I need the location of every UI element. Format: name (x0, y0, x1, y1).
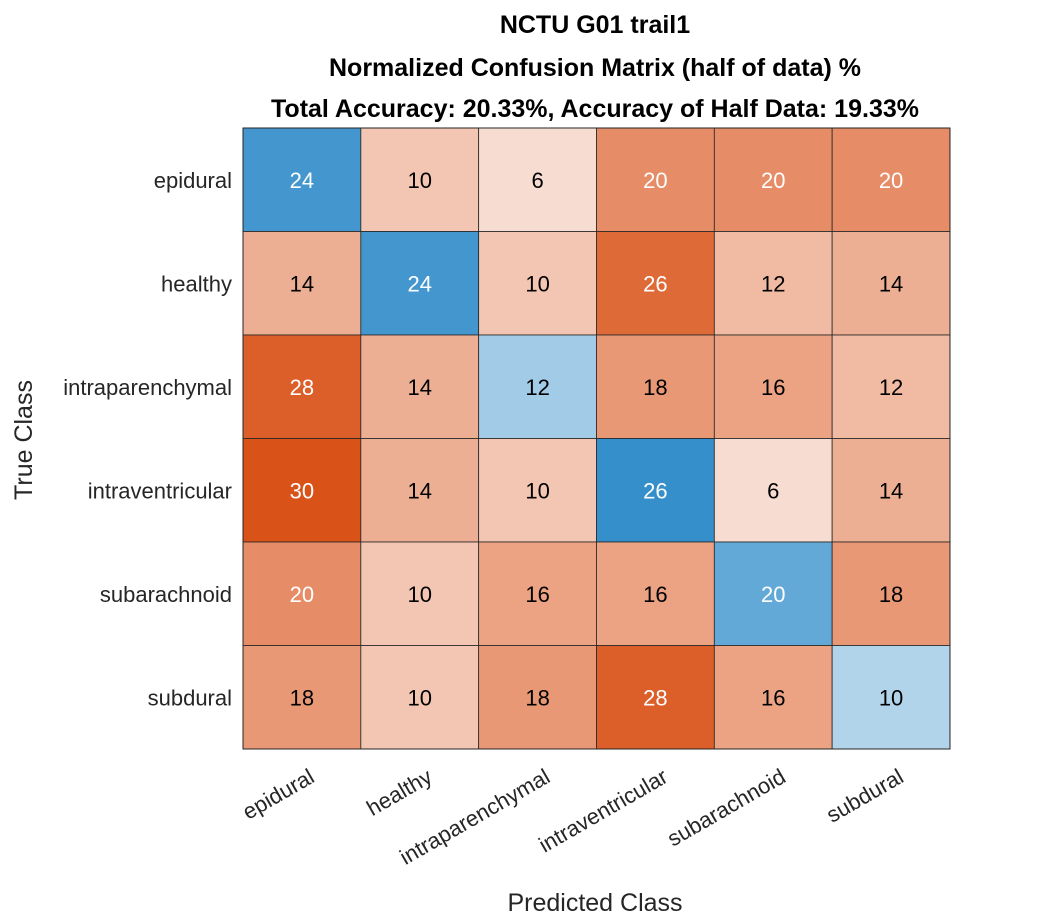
x-axis-label: Predicted Class (507, 889, 682, 917)
matrix-cell-value: 30 (290, 478, 314, 503)
matrix-cell (596, 438, 715, 543)
matrix-cell (242, 438, 362, 543)
matrix-cell-value: 10 (408, 685, 432, 710)
column-tick-label: epidural (238, 764, 318, 825)
chart-title-line-3: Total Accuracy: 20.33%, Accuracy of Half… (271, 95, 919, 123)
matrix-cell (360, 231, 480, 336)
column-tick-labels: epidural healthyintraparenchymalintravent… (238, 764, 907, 870)
column-tick-label: intraventricular (534, 764, 671, 858)
matrix-cell (242, 541, 362, 646)
matrix-cell-value: 26 (643, 478, 667, 503)
matrix-cell-value: 24 (290, 168, 314, 193)
matrix-cell-value: 14 (879, 271, 903, 296)
matrix-cell (596, 231, 715, 336)
matrix-cell-value: 12 (525, 375, 549, 400)
matrix-cell-value: 14 (290, 271, 314, 296)
matrix-cell-value: 16 (761, 685, 785, 710)
matrix-cell (360, 438, 480, 543)
column-tick-label: healthy (362, 764, 436, 821)
matrix-cell-value: 20 (290, 582, 314, 607)
column-tick-label: subarachnoid (663, 764, 790, 852)
row-tick-label: intraparenchymal (63, 375, 232, 400)
matrix-cell-value: 20 (761, 582, 785, 607)
row-tick-labels: epidural healthy intraparenchymal intravent… (63, 168, 232, 711)
matrix-cell (242, 645, 362, 750)
matrix-cell (713, 334, 833, 439)
chart-title-group: NCTU G01 trail1 Normalized Confusion Mat… (271, 11, 919, 123)
matrix-cell (831, 645, 951, 750)
matrix-cell (713, 127, 833, 232)
matrix-cell-value: 16 (643, 582, 667, 607)
matrix-cell-value: 20 (879, 168, 903, 193)
column-tick-label: subdural (822, 764, 908, 828)
matrix-cell-value: 12 (879, 375, 903, 400)
matrix-cell (596, 645, 715, 750)
matrix-cell (831, 231, 951, 336)
matrix-cell-value: 16 (525, 582, 549, 607)
matrix-cell-value: 14 (879, 478, 903, 503)
matrix-cell (242, 334, 362, 439)
matrix-cell-value: 18 (879, 582, 903, 607)
matrix-cell (478, 541, 597, 646)
matrix-cell-value: 10 (879, 685, 903, 710)
matrix-cell (596, 334, 715, 439)
row-tick-label: intraventricular (88, 478, 232, 503)
matrix-cell (478, 334, 597, 439)
matrix-cell-value: 14 (408, 375, 432, 400)
matrix-cells: 24 10 6 20 20 20 14 24 10 26 12 14 28 14 12 18 16 12 30 14 1… (242, 127, 951, 750)
matrix-cell-value: 20 (643, 168, 667, 193)
row-tick-label: healthy (161, 271, 232, 296)
matrix-cell-value: 16 (761, 375, 785, 400)
matrix-frame (242, 127, 951, 750)
matrix-cell (596, 541, 715, 646)
chart-title-line-2: Normalized Confusion Matrix (half of dat… (329, 54, 861, 82)
matrix-cell (478, 438, 597, 543)
matrix-cell-value: 28 (643, 685, 667, 710)
matrix-cell-value: 28 (290, 375, 314, 400)
matrix-cell-value: 24 (408, 271, 432, 296)
matrix-cell-value: 12 (761, 271, 785, 296)
row-tick-label: subdural (148, 685, 232, 710)
matrix-cell (360, 334, 480, 439)
matrix-cell (713, 645, 833, 750)
matrix-cell-value: 20 (761, 168, 785, 193)
y-axis-label: True Class (10, 380, 38, 500)
matrix-cell-value: 18 (525, 685, 549, 710)
matrix-cell-value: 18 (290, 685, 314, 710)
matrix-cell (713, 541, 833, 646)
matrix-cell-value: 18 (643, 375, 667, 400)
matrix-cell (596, 127, 715, 232)
matrix-cell (713, 438, 833, 543)
matrix-cell-value: 6 (767, 478, 779, 503)
row-tick-label: epidural (154, 168, 232, 193)
matrix-cell (831, 334, 951, 439)
row-tick-label: subarachnoid (100, 582, 232, 607)
chart-title-line-1: NCTU G01 trail1 (500, 11, 690, 39)
matrix-cell-value: 10 (408, 168, 432, 193)
matrix-cell-value: 14 (408, 478, 432, 503)
matrix-cell-value: 10 (525, 478, 549, 503)
matrix-cell (242, 127, 362, 232)
matrix-cell-value: 6 (531, 168, 543, 193)
matrix-cell (360, 127, 480, 232)
matrix-cell (831, 127, 951, 232)
matrix-cell-value: 10 (525, 271, 549, 296)
matrix-cell-value: 26 (643, 271, 667, 296)
matrix-cell-value: 10 (408, 582, 432, 607)
